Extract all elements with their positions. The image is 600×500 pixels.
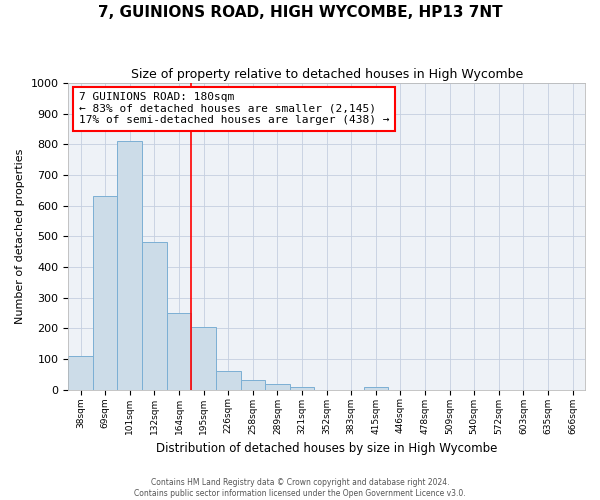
- Text: 7 GUINIONS ROAD: 180sqm
← 83% of detached houses are smaller (2,145)
17% of semi: 7 GUINIONS ROAD: 180sqm ← 83% of detache…: [79, 92, 389, 126]
- Bar: [241, 380, 265, 390]
- Bar: [68, 356, 93, 390]
- Bar: [265, 384, 290, 390]
- X-axis label: Distribution of detached houses by size in High Wycombe: Distribution of detached houses by size …: [156, 442, 497, 455]
- Text: 7, GUINIONS ROAD, HIGH WYCOMBE, HP13 7NT: 7, GUINIONS ROAD, HIGH WYCOMBE, HP13 7NT: [98, 5, 502, 20]
- Bar: [191, 327, 216, 390]
- Bar: [216, 372, 241, 390]
- Bar: [93, 196, 118, 390]
- Bar: [167, 313, 191, 390]
- Text: Contains HM Land Registry data © Crown copyright and database right 2024.
Contai: Contains HM Land Registry data © Crown c…: [134, 478, 466, 498]
- Bar: [364, 386, 388, 390]
- Bar: [118, 142, 142, 390]
- Y-axis label: Number of detached properties: Number of detached properties: [15, 148, 25, 324]
- Bar: [142, 242, 167, 390]
- Title: Size of property relative to detached houses in High Wycombe: Size of property relative to detached ho…: [131, 68, 523, 80]
- Bar: [290, 386, 314, 390]
